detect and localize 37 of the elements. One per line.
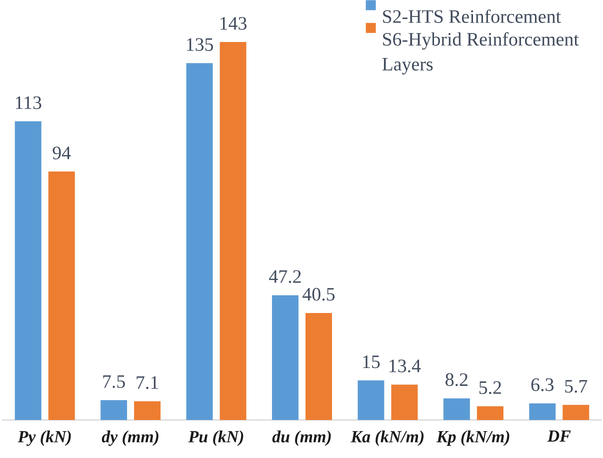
x-tick-label: Py (kN): [18, 430, 71, 446]
data-label: 6.3: [531, 378, 554, 392]
data-label: 5.7: [565, 380, 588, 393]
x-tick-label: Pu (kN): [188, 430, 244, 446]
bar: [391, 384, 418, 420]
data-label: 7.5: [103, 375, 125, 388]
data-label: 7.1: [136, 376, 158, 390]
x-tick-label: DF: [547, 430, 571, 442]
bar: [48, 172, 75, 420]
bar: [562, 404, 590, 420]
bar: [186, 63, 213, 420]
bar: [443, 398, 470, 420]
legend-label: S6-Hybrid Reinforcement Layers: [382, 32, 579, 74]
x-tick-label: dy (mm): [102, 430, 158, 446]
bar: [272, 295, 298, 420]
legend-label: S2-HTS Reinforcement: [383, 9, 561, 23]
data-label: 8.2: [446, 373, 468, 386]
data-label: 15: [363, 355, 380, 368]
x-tick-label: Kp (kN/m): [436, 430, 510, 446]
data-label: 94: [52, 146, 71, 160]
x-tick-label: Ka (kN/m): [350, 430, 424, 446]
data-label: 135: [186, 38, 213, 51]
data-label: 113: [16, 96, 42, 110]
data-label: 40.5: [302, 288, 335, 301]
bar: [14, 121, 42, 420]
bar: [220, 42, 246, 420]
data-label: 47.2: [269, 270, 301, 284]
bar: [306, 312, 332, 420]
bar: [134, 401, 161, 420]
bar: [529, 403, 556, 420]
bar: [100, 400, 128, 420]
data-label: 143: [220, 17, 246, 30]
x-tick-label: du (mm): [272, 430, 331, 446]
data-label: 5.2: [479, 381, 501, 394]
bar: [476, 406, 504, 420]
bar: [358, 380, 384, 420]
data-label: 13.4: [390, 360, 421, 372]
